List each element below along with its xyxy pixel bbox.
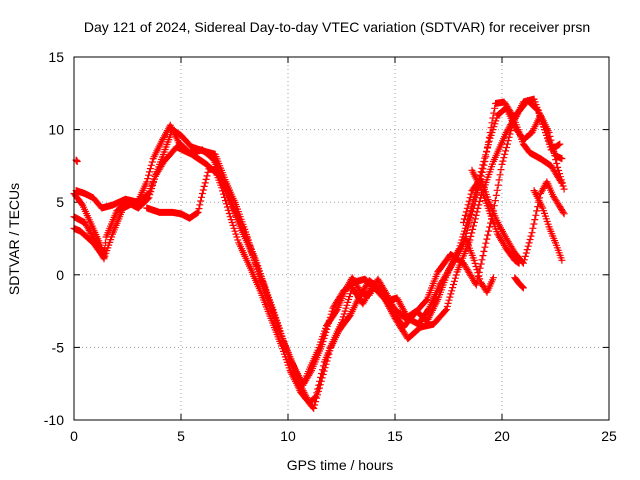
- data-point-markers: [462, 235, 497, 296]
- x-tick-label: 25: [601, 428, 617, 444]
- chart-title: Day 121 of 2024, Sidereal Day-to-day VTE…: [84, 19, 590, 35]
- data-point-markers: [511, 274, 527, 292]
- plot-frame: [73, 56, 610, 421]
- y-tick-label: 15: [48, 49, 64, 65]
- x-tick-label: 0: [70, 428, 78, 444]
- x-tick-label: 15: [387, 428, 403, 444]
- data-marks: [70, 95, 568, 412]
- y-tick-label: 5: [56, 194, 64, 210]
- series-track-7: [530, 187, 566, 264]
- x-axis-label: GPS time / hours: [287, 457, 394, 473]
- series-track-1: [70, 104, 568, 389]
- y-tick-label: -10: [44, 412, 64, 428]
- series-track-10: [511, 274, 527, 292]
- data-point-markers: [530, 187, 566, 264]
- data-point-markers: [72, 156, 81, 165]
- series-isolated: [72, 156, 81, 165]
- series-track-5: [460, 175, 568, 267]
- axis-ticks: 0 5 10 15 20 25 -10 -5 0 5 10 15: [44, 49, 617, 444]
- series-track-6: [468, 166, 523, 267]
- series-track-9: [462, 235, 497, 296]
- data-point-markers: [70, 104, 568, 389]
- data-point-markers: [460, 175, 568, 267]
- data-point-markers: [468, 166, 523, 267]
- y-tick-label: 0: [56, 267, 64, 283]
- y-tick-label: 10: [48, 122, 64, 138]
- y-tick-label: -5: [52, 339, 65, 355]
- series-track-4: [72, 98, 566, 389]
- grid-lines: [74, 57, 609, 420]
- x-tick-label: 10: [280, 428, 296, 444]
- y-axis-label: SDTVAR / TECUs: [6, 183, 22, 295]
- x-tick-label: 5: [177, 428, 185, 444]
- data-point-markers: [72, 98, 566, 389]
- x-tick-label: 20: [494, 428, 510, 444]
